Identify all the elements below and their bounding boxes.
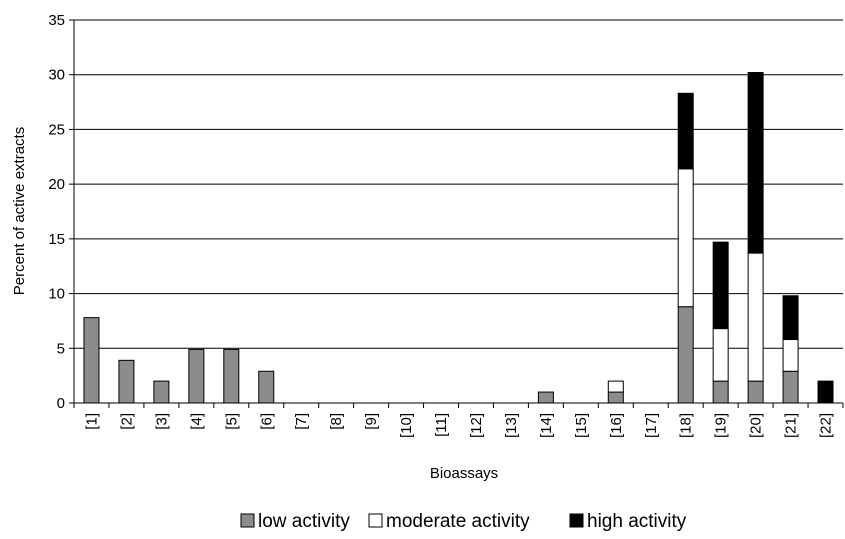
bar-segment-low-19 (712, 380, 729, 404)
bar-segment-low-5 (223, 348, 240, 404)
x-tick-label: [19] (713, 413, 730, 438)
y-tick-labels: 0 5 10 15 20 25 30 35 (48, 12, 65, 412)
legend-label: high activity (587, 511, 687, 532)
y-tick-label: 35 (48, 12, 65, 29)
x-tick-label: [14] (538, 413, 555, 438)
y-tick-label: 15 (48, 231, 65, 248)
bar-segment-high-20 (747, 72, 764, 254)
x-tick-label: [12] (468, 413, 485, 438)
x-tick-label: [20] (748, 413, 765, 438)
bar-segment-high-18 (677, 92, 694, 170)
bar-segment-low-14 (537, 391, 554, 404)
x-tick-label: [18] (678, 413, 695, 438)
legend-label: moderate activity (386, 511, 530, 532)
bar-segment-moderate-20 (747, 252, 764, 382)
y-tick-label: 20 (48, 176, 65, 193)
legend: low activity moderate activity high activi… (240, 511, 687, 532)
bar-segment-low-18 (677, 306, 694, 404)
bar-segment-low-21 (782, 370, 799, 404)
x-tick-label: [10] (398, 413, 415, 438)
bar-segment-high-21 (782, 295, 799, 341)
bar-segment-moderate-19 (712, 328, 729, 382)
bar-segment-moderate-21 (782, 339, 799, 372)
y-tick-label: 5 (57, 340, 65, 357)
legend-label: low activity (258, 511, 350, 532)
x-tick-labels: [1] [2] [3] [4] [5] [6] [7] [8] [9] [10] [11] [12] [… (83, 413, 834, 438)
y-axis-title: Percent of active extracts (11, 127, 28, 295)
axes (73, 20, 844, 408)
legend-swatch (240, 513, 255, 528)
bar-segment-moderate-18 (677, 168, 694, 308)
bar-segment-low-2 (118, 359, 135, 404)
x-axis-title: Bioassays (430, 465, 498, 482)
gridlines (69, 19, 843, 404)
legend-swatch (569, 513, 584, 528)
bar-segment-low-6 (258, 370, 275, 404)
bar-segment-low-4 (188, 348, 205, 404)
y-tick-label: 25 (48, 121, 65, 138)
x-tick-label: [4] (188, 413, 205, 430)
x-tick-label: [7] (293, 413, 310, 430)
y-tick-label: 0 (57, 395, 65, 412)
x-tick-label: [9] (363, 413, 380, 430)
bars (83, 72, 834, 404)
x-tick-label: [5] (223, 413, 240, 430)
y-tick-label: 10 (48, 286, 65, 303)
x-tick-label: [22] (818, 413, 835, 438)
bar-segment-low-1 (83, 317, 100, 404)
x-tick-label: [2] (118, 413, 135, 430)
legend-swatch (368, 513, 383, 528)
x-tick-label: [6] (258, 413, 275, 430)
bar-segment-moderate-16 (607, 380, 624, 393)
x-tick-label: [17] (643, 413, 660, 438)
x-tick-label: [3] (153, 413, 170, 430)
y-tick-label: 30 (48, 67, 65, 84)
bar-segment-low-20 (747, 380, 764, 404)
bar-segment-high-19 (712, 241, 729, 330)
x-tick-label: [11] (433, 413, 450, 437)
bar-segment-low-3 (153, 380, 170, 404)
x-tick-label: [15] (573, 413, 590, 438)
x-tick-label: [1] (83, 413, 100, 430)
x-tick-label: [21] (783, 413, 800, 438)
x-tick-label: [16] (608, 413, 625, 438)
bar-segment-high-22 (817, 380, 834, 404)
x-tick-label: [8] (328, 413, 345, 430)
bar-segment-low-16 (607, 391, 624, 404)
x-tick-label: [13] (503, 413, 520, 438)
